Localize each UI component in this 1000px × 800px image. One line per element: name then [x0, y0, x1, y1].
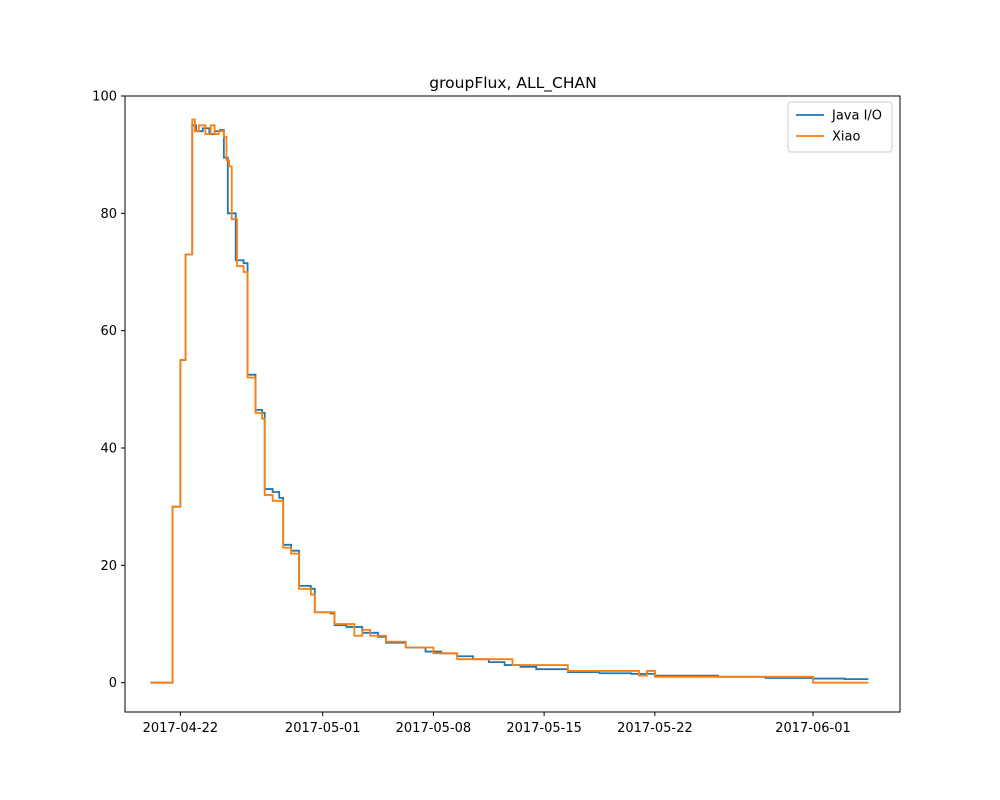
- y-tick-label: 80: [100, 207, 117, 222]
- plot-area: [150, 118, 869, 684]
- axes-frame: [124, 95, 901, 713]
- legend-label-java-i-o: Java I/O: [831, 109, 882, 124]
- chart-title: groupFlux, ALL_CHAN: [429, 74, 596, 93]
- x-tick-label: 2017-05-22: [617, 721, 693, 736]
- y-tick-label: 20: [100, 559, 117, 574]
- x-tick-label: 2017-05-15: [506, 721, 582, 736]
- x-tick-label: 2017-04-22: [143, 721, 219, 736]
- series-line-xiao: [150, 118, 869, 684]
- x-tick-label: 2017-05-01: [285, 721, 361, 736]
- y-tick-label: 0: [109, 676, 117, 691]
- x-tick-label: 2017-06-01: [775, 721, 851, 736]
- legend: Java I/O Xiao: [787, 101, 893, 153]
- y-tick-label: 40: [100, 442, 117, 457]
- legend-label-xiao: Xiao: [832, 130, 860, 145]
- axes: 0 20 40 60 80 100 2017-04-22 2017-05-01 2017-05-…: [92, 90, 901, 736]
- y-tick-label: 60: [100, 324, 117, 339]
- y-tick-label: 100: [92, 90, 117, 105]
- x-tick-label: 2017-05-08: [396, 721, 472, 736]
